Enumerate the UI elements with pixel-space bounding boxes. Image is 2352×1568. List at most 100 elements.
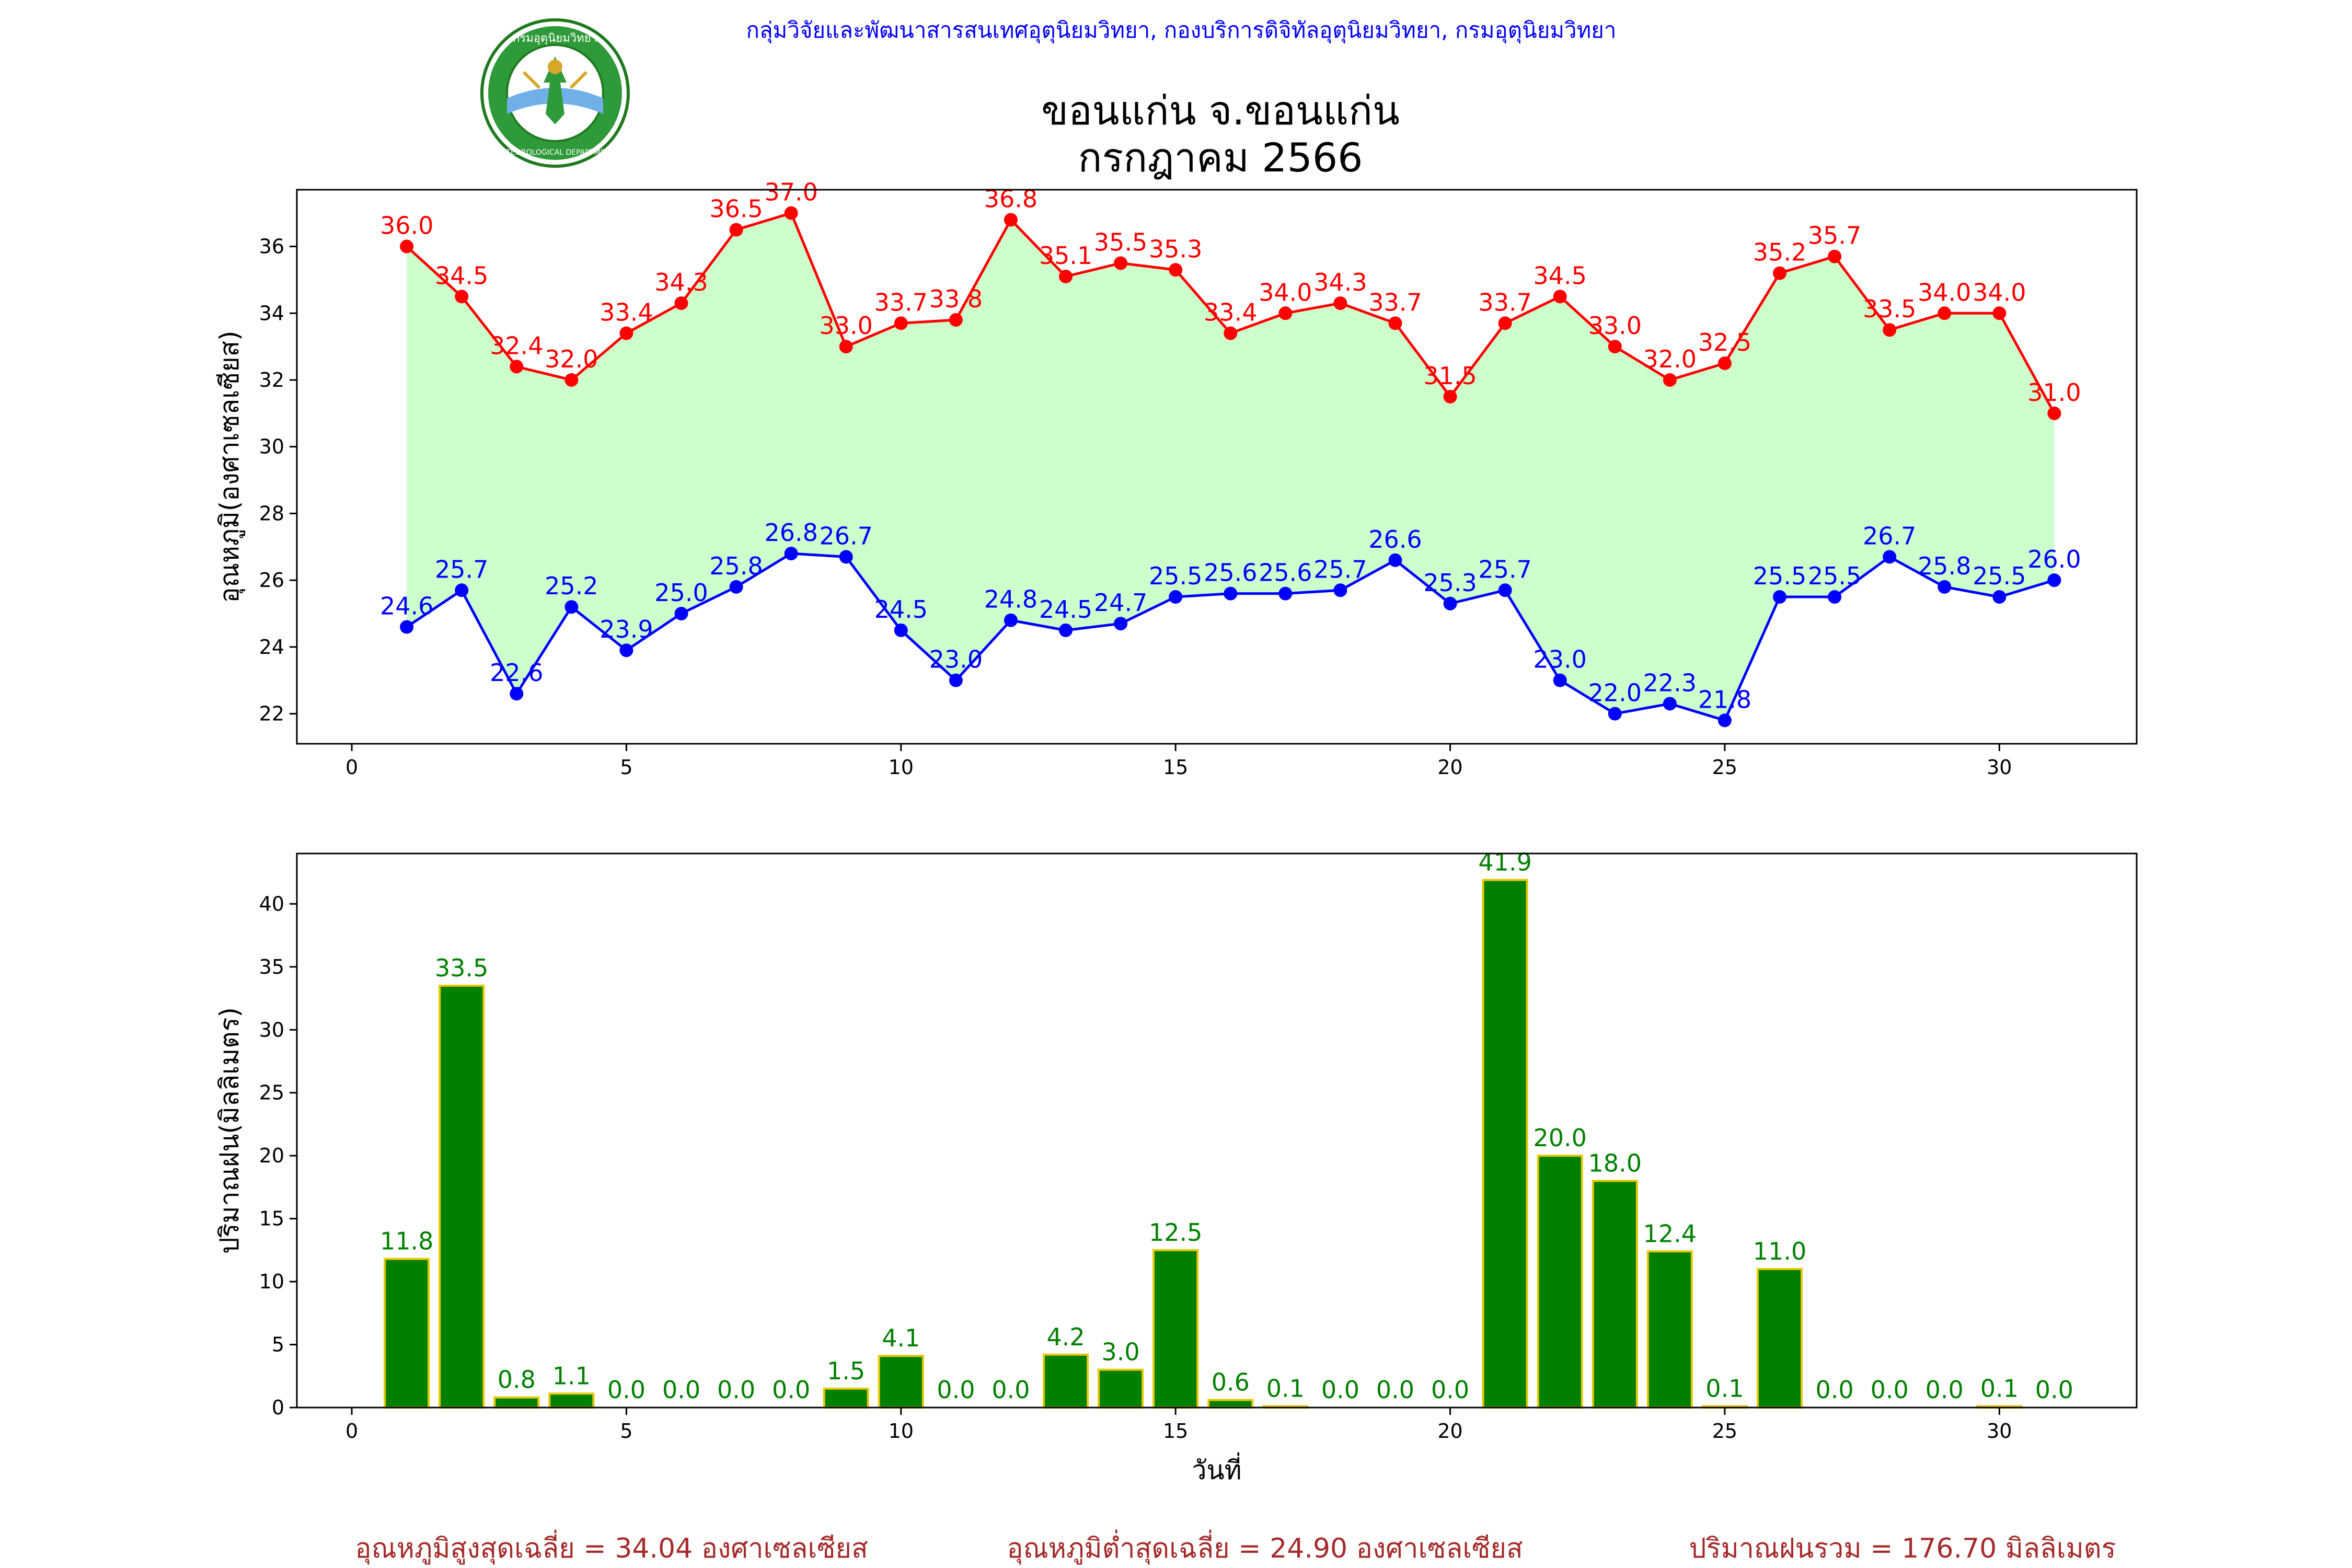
min-temp-point bbox=[619, 643, 633, 658]
min-temp-data-label: 25.8 bbox=[709, 552, 763, 580]
rain-bar bbox=[1537, 1155, 1583, 1409]
rain-bar-label: 0.0 bbox=[1926, 1376, 1964, 1404]
max-temp-data-label: 33.5 bbox=[1863, 295, 1916, 323]
min-temp-data-label: 25.7 bbox=[435, 555, 488, 583]
max-temp-data-label: 34.0 bbox=[1259, 278, 1312, 306]
x-tick-label: 0 bbox=[345, 756, 358, 779]
y-tick-label: 35 bbox=[259, 955, 284, 978]
rain-bar bbox=[823, 1387, 869, 1409]
agency-header: กลุ่มวิจัยและพัฒนาสารสนเทศอุตุนิยมวิทยา,… bbox=[746, 17, 1616, 44]
min-temp-data-label: 24.8 bbox=[984, 585, 1037, 614]
total-rain-summary: ปริมาณฝนรวม = 176.70 มิลลิเมตร bbox=[1689, 1533, 2116, 1564]
rainfall-x-axis-title: วันที่ bbox=[1192, 1452, 1241, 1485]
rain-bar-label: 0.0 bbox=[937, 1376, 975, 1404]
temperature-plot-frame bbox=[296, 189, 2138, 745]
rainfall-bars bbox=[384, 879, 2023, 1409]
y-tick-label: 32 bbox=[259, 368, 284, 391]
rain-bar-label: 0.0 bbox=[607, 1376, 645, 1404]
x-tick-label: 30 bbox=[1987, 1420, 2012, 1443]
rainfall-plot-frame bbox=[296, 852, 2138, 1409]
max-temp-data-label: 35.1 bbox=[1039, 241, 1092, 270]
max-temp-point bbox=[1938, 306, 1952, 320]
min-temp-point bbox=[1883, 550, 1897, 564]
max-temp-data-label: 35.7 bbox=[1808, 222, 1861, 250]
min-temp-data-label: 23.0 bbox=[929, 645, 983, 674]
y-tick-label: 36 bbox=[259, 235, 284, 258]
rain-bar-label: 33.5 bbox=[435, 954, 488, 982]
max-temp-data-label: 32.4 bbox=[490, 331, 543, 360]
max-temp-data-label: 32.5 bbox=[1698, 328, 1751, 356]
rain-bar bbox=[384, 1258, 430, 1409]
max-temp-point bbox=[674, 296, 688, 310]
min-temp-data-label: 26.8 bbox=[764, 518, 817, 547]
meteorological-department-seal-icon: กรมอุตุนิยมวิทยา METEOROLOGICAL DEPARTME… bbox=[480, 18, 630, 168]
rainfall-chart: 11.8 33.5 0.8 1.1 0.0 0.0 0.0 0.0 1.5 4.1 0.0 0.0 4.… bbox=[214, 848, 2138, 1485]
max-temp-point bbox=[1278, 306, 1293, 320]
y-tick-label: 30 bbox=[259, 1018, 284, 1041]
max-temp-point bbox=[1059, 270, 1073, 284]
max-temp-point bbox=[1883, 323, 1897, 337]
max-temp-point bbox=[1224, 326, 1238, 340]
y-tick-label: 15 bbox=[259, 1207, 284, 1230]
rain-bar bbox=[493, 1396, 540, 1409]
rain-bar-label: 1.5 bbox=[827, 1357, 865, 1385]
y-tick-label: 26 bbox=[259, 569, 284, 592]
temperature-range-area bbox=[407, 213, 2055, 721]
x-tick-label: 10 bbox=[889, 756, 914, 779]
min-temp-point bbox=[1663, 697, 1677, 711]
avg-min-temp-summary: อุณหภูมิต่ำสุดเฉลี่ย = 24.90 องศาเซลเซีย… bbox=[1007, 1529, 1523, 1565]
max-temp-data-label: 34.3 bbox=[1313, 268, 1367, 296]
x-tick-label: 20 bbox=[1437, 1420, 1462, 1443]
chart-title-line1: ขอนแก่น จ.ขอนแก่น bbox=[1041, 87, 1400, 134]
x-tick-label: 5 bbox=[620, 1420, 632, 1443]
rain-bar-label: 3.0 bbox=[1102, 1338, 1140, 1366]
rain-bar-label: 1.1 bbox=[552, 1362, 591, 1390]
max-temp-point bbox=[400, 239, 414, 253]
rain-bar-label: 0.0 bbox=[1816, 1376, 1854, 1404]
max-temp-data-label: 34.0 bbox=[1918, 278, 1971, 306]
min-temp-point bbox=[729, 580, 743, 594]
max-temp-point bbox=[1608, 340, 1622, 354]
max-temp-point bbox=[1717, 356, 1732, 371]
max-temp-point bbox=[564, 373, 579, 387]
max-temp-point bbox=[839, 340, 853, 354]
temperature-axes: 0 5 10 15 20 25 30 22 24 26 28 30 32 34 36 bbox=[259, 235, 2012, 779]
max-temp-data-label: 31.0 bbox=[2027, 378, 2081, 407]
rain-bar-label: 0.0 bbox=[1321, 1376, 1359, 1404]
max-temp-point bbox=[1828, 249, 1842, 263]
min-temp-point bbox=[1278, 586, 1293, 601]
max-temp-point bbox=[894, 316, 908, 330]
y-tick-label: 0 bbox=[272, 1396, 284, 1419]
rain-bar-label: 0.0 bbox=[717, 1376, 755, 1404]
max-temp-data-label: 34.5 bbox=[435, 261, 488, 290]
max-temp-data-label: 35.3 bbox=[1149, 235, 1202, 263]
temperature-chart: 36.034.532.4 32.033.434.336.537.033.033.7… bbox=[214, 178, 2138, 779]
min-temp-point bbox=[1333, 583, 1347, 597]
min-temp-point bbox=[1169, 590, 1183, 604]
logo-text-top: กรมอุตุนิยมวิทยา bbox=[513, 32, 597, 45]
min-temp-data-label: 25.7 bbox=[1313, 555, 1367, 583]
min-temp-data-label: 25.8 bbox=[1918, 552, 1971, 580]
temperature-data-labels: 36.034.532.4 32.033.434.336.537.033.033.7… bbox=[380, 178, 2081, 714]
logo-text-bottom: METEOROLOGICAL DEPARTMENT bbox=[495, 148, 615, 157]
x-tick-label: 25 bbox=[1712, 756, 1737, 779]
rain-bar bbox=[1152, 1249, 1199, 1409]
min-temp-point bbox=[1114, 617, 1128, 631]
rain-bar bbox=[1592, 1180, 1638, 1409]
min-temp-data-label: 25.2 bbox=[545, 572, 598, 600]
max-temp-data-label: 36.5 bbox=[709, 195, 763, 223]
min-temp-data-label: 26.0 bbox=[2027, 545, 2081, 573]
rain-bar-label: 0.0 bbox=[1376, 1376, 1414, 1404]
min-temp-point bbox=[400, 620, 414, 634]
x-tick-label: 10 bbox=[889, 1420, 914, 1443]
max-temp-point bbox=[1004, 213, 1018, 227]
max-temp-point bbox=[1498, 316, 1512, 330]
min-temp-point bbox=[1224, 586, 1238, 601]
min-temp-data-label: 22.0 bbox=[1588, 679, 1642, 707]
max-temp-data-label: 33.4 bbox=[599, 298, 653, 327]
max-temp-point bbox=[1992, 306, 2007, 320]
min-temp-data-label: 26.7 bbox=[1863, 522, 1916, 550]
max-temp-point bbox=[1663, 373, 1677, 387]
rain-bar-label: 12.5 bbox=[1149, 1218, 1202, 1247]
y-tick-label: 40 bbox=[259, 892, 284, 915]
